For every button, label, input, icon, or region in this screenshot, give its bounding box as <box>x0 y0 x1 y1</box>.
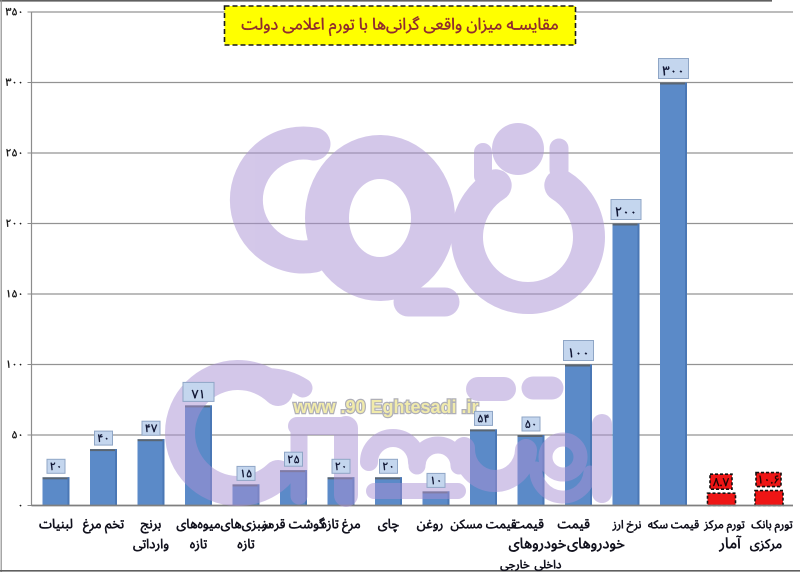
svg-text:www .90 Eghtesadi .ir: www .90 Eghtesadi .ir <box>292 397 478 417</box>
